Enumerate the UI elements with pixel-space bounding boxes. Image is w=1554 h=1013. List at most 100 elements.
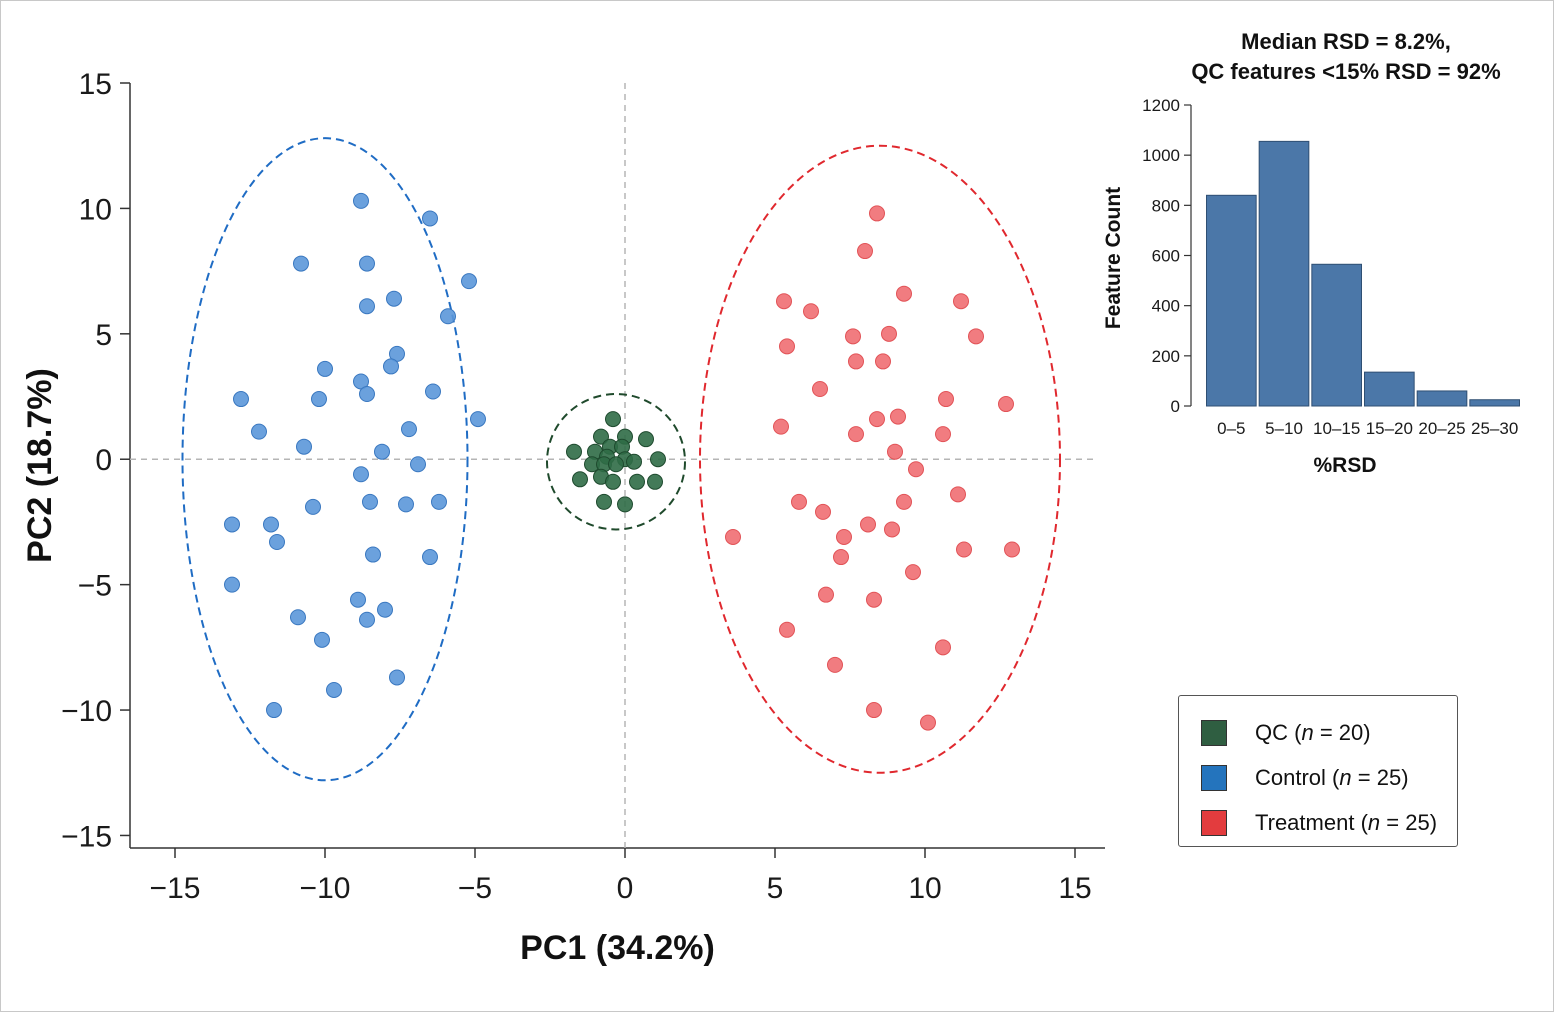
treatment-point: [935, 426, 951, 443]
x-tick-label: −10: [300, 872, 351, 905]
control-point: [359, 386, 375, 403]
legend-count-control: 25: [1376, 764, 1402, 790]
hist-y-tick-label: 800: [1152, 196, 1180, 215]
legend-swatch-control: [1201, 764, 1227, 791]
legend-count-qc: 20: [1338, 719, 1364, 745]
qc-point: [605, 411, 621, 428]
treatment-point: [869, 411, 885, 428]
hist-x-tick-label: 15–20: [1366, 419, 1413, 438]
hist-x-axis-title: %RSD: [1313, 454, 1376, 477]
legend-item-control: Control (n = 25): [1179, 755, 1457, 800]
treatment-point: [896, 285, 912, 302]
y-tick-label: 5: [95, 319, 112, 352]
x-tick-label: 10: [908, 872, 941, 905]
control-point: [296, 438, 312, 455]
control-point: [269, 534, 285, 550]
treatment-point: [857, 243, 873, 260]
x-tick-label: 0: [617, 872, 634, 905]
treatment-point: [875, 353, 891, 370]
treatment-point: [887, 443, 903, 460]
treatment-point: [827, 656, 843, 673]
hist-bar-5–10: [1258, 140, 1310, 407]
qc-point: [629, 473, 645, 490]
hist-title-line-2: QC features <15% RSD = 92%: [1191, 59, 1500, 84]
qc-point: [626, 453, 642, 470]
qc-point: [608, 456, 624, 473]
control-point: [326, 681, 342, 698]
control-point: [353, 466, 369, 483]
treatment-point: [869, 205, 885, 222]
treatment-point: [896, 493, 912, 510]
control-point: [383, 358, 399, 375]
qc-point: [647, 473, 663, 490]
control-point: [389, 669, 405, 686]
control-point: [317, 360, 333, 377]
control-point: [359, 298, 375, 315]
hist-y-axis-title: Feature Count: [1102, 187, 1125, 329]
qc-point: [638, 431, 654, 448]
qc-point: [566, 443, 582, 460]
x-tick-label: 15: [1058, 872, 1091, 905]
y-tick-label: −10: [61, 695, 112, 728]
control-point: [422, 210, 438, 227]
legend-label-qc: QC: [1255, 719, 1288, 745]
qc-point: [617, 496, 633, 513]
hist-bar-25–30: [1469, 399, 1521, 407]
treatment-point: [881, 325, 897, 342]
treatment-point: [845, 328, 861, 345]
legend-swatch-qc: [1201, 719, 1227, 746]
control-point: [374, 443, 390, 460]
treatment-point: [833, 549, 849, 566]
control-point: [401, 421, 417, 438]
legend: QC (n = 20) Control (n = 25) Treatment (…: [1178, 695, 1458, 847]
control-point: [233, 391, 249, 408]
qc-point: [596, 493, 612, 510]
y-tick-label: 15: [79, 68, 112, 101]
treatment-point: [953, 293, 969, 310]
control-point: [422, 549, 438, 566]
treatment-point: [956, 541, 972, 558]
treatment-point: [935, 639, 951, 656]
treatment-point: [920, 714, 936, 731]
hist-x-tick-label: 5–10: [1265, 419, 1303, 438]
qc-point: [650, 451, 666, 468]
treatment-point: [905, 564, 921, 581]
x-tick-label: 5: [767, 872, 784, 905]
y-tick-label: 10: [79, 193, 112, 226]
control-point: [290, 609, 306, 626]
legend-item-treatment: Treatment (n = 25): [1179, 800, 1457, 845]
control-point: [386, 290, 402, 307]
treatment-point: [791, 493, 807, 510]
treatment-point: [884, 521, 900, 538]
treatment-point: [968, 328, 984, 345]
x-axis-title: PC1 (34.2%): [520, 929, 715, 967]
y-tick-label: −15: [61, 820, 112, 853]
treatment-point: [866, 591, 882, 608]
hist-title-line-1: Median RSD = 8.2%,: [1241, 29, 1451, 54]
treatment-point: [848, 426, 864, 443]
treatment-point: [866, 702, 882, 719]
treatment-point: [779, 338, 795, 355]
treatment-point: [779, 621, 795, 638]
hist-y-tick-label: 1000: [1142, 146, 1180, 165]
hist-bar-10–15: [1311, 263, 1363, 407]
hist-y-tick-label: 600: [1152, 247, 1180, 266]
hist-y-tick-label: 200: [1152, 347, 1180, 366]
treatment-point: [776, 293, 792, 310]
legend-item-qc: QC (n = 20): [1179, 710, 1457, 755]
control-point: [350, 591, 366, 608]
hist-bar-20–25: [1416, 390, 1468, 407]
control-point: [359, 611, 375, 628]
hist-x-tick-label: 20–25: [1418, 419, 1465, 438]
treatment-point: [848, 353, 864, 370]
control-point: [311, 391, 327, 408]
qc-point: [572, 471, 588, 488]
treatment-point: [836, 528, 852, 545]
y-axis-title: PC2 (18.7%): [21, 368, 59, 563]
treatment-point: [815, 503, 831, 520]
treatment-point: [938, 391, 954, 408]
hist-x-tick-label: 10–15: [1313, 419, 1360, 438]
